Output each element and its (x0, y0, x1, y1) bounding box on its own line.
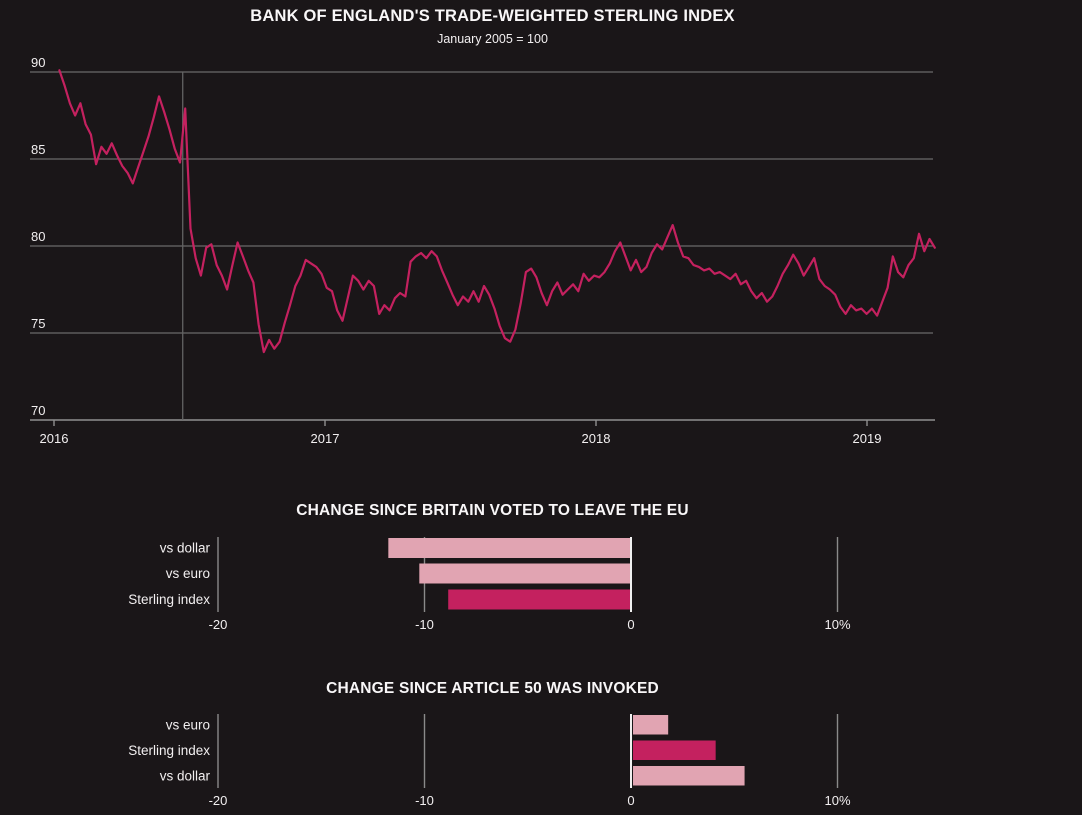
bar-label-vs-dollar: vs dollar (160, 768, 211, 783)
sterling-index-line-chart: 90 85 80 75 70 2016 2017 2018 2019 (30, 55, 936, 446)
x-tick-label--20: -20 (209, 793, 228, 808)
bar-label-vs-euro: vs euro (166, 566, 210, 581)
bar-label-sterling-index: Sterling index (128, 592, 210, 607)
y-axis-label-75: 75 (31, 316, 45, 331)
bar-label-sterling-index: Sterling index (128, 743, 210, 758)
bar-label-vs-euro: vs euro (166, 717, 210, 732)
x-tick-label--20: -20 (209, 617, 228, 632)
line-chart-subtitle: January 2005 = 100 (437, 32, 548, 46)
bar-chart-brexit-vote: vs dollar vs euro Sterling index -20 -10 0 10% (128, 537, 851, 632)
x-axis-label-2019: 2019 (853, 431, 882, 446)
bar-chart-article-50: vs euro Sterling index vs dollar -20 -10 0 10% (128, 714, 851, 808)
x-tick-label-10: 10% (824, 793, 850, 808)
bar-chart-article-50-title: CHANGE SINCE ARTICLE 50 WAS INVOKED (326, 680, 659, 697)
x-tick-label--10: -10 (415, 793, 434, 808)
sterling-index-series-line (58, 69, 936, 354)
x-axis-label-2017: 2017 (311, 431, 340, 446)
bar-sterling-index (633, 740, 716, 760)
bar-label-vs-dollar: vs dollar (160, 541, 211, 556)
x-axis-label-2018: 2018 (582, 431, 611, 446)
y-axis-label-90: 90 (31, 55, 45, 70)
y-axis-label-85: 85 (31, 142, 45, 157)
x-axis-label-2016: 2016 (40, 431, 69, 446)
x-tick-label--10: -10 (415, 617, 434, 632)
bar-chart-brexit-vote-title: CHANGE SINCE BRITAIN VOTED TO LEAVE THE … (296, 502, 689, 519)
x-tick-label-10: 10% (824, 617, 850, 632)
y-axis-label-70: 70 (31, 403, 45, 418)
bar-vs-dollar (633, 766, 745, 786)
bar-vs-euro (633, 715, 669, 735)
bar-vs-dollar (388, 538, 630, 558)
y-axis-label-80: 80 (31, 229, 45, 244)
line-chart-title: BANK OF ENGLAND'S TRADE-WEIGHTED STERLIN… (250, 7, 735, 25)
x-tick-label-0: 0 (627, 793, 634, 808)
bar-vs-euro (419, 563, 630, 584)
bar-sterling-index (448, 589, 630, 610)
x-tick-label-0: 0 (627, 617, 634, 632)
